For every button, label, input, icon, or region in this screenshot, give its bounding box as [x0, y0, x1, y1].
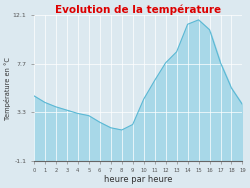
Title: Evolution de la température: Evolution de la température — [55, 4, 221, 15]
X-axis label: heure par heure: heure par heure — [104, 175, 172, 184]
Y-axis label: Température en °C: Température en °C — [4, 57, 11, 120]
